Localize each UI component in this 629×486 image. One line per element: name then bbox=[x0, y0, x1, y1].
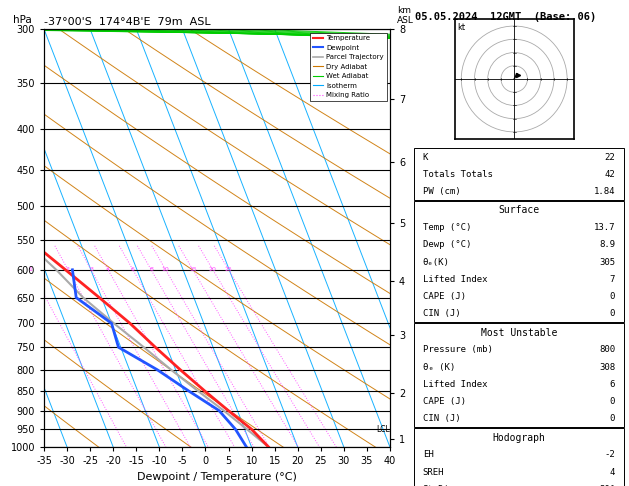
Text: SREH: SREH bbox=[423, 468, 444, 477]
Text: 0: 0 bbox=[610, 415, 615, 423]
X-axis label: Dewpoint / Temperature (°C): Dewpoint / Temperature (°C) bbox=[137, 472, 297, 482]
Text: Totals Totals: Totals Totals bbox=[423, 170, 493, 179]
Text: km
ASL: km ASL bbox=[397, 5, 414, 25]
Bar bbox=[414, 148, 624, 200]
Text: 8.9: 8.9 bbox=[599, 241, 615, 249]
Text: 05.05.2024  12GMT  (Base: 06): 05.05.2024 12GMT (Base: 06) bbox=[415, 12, 596, 22]
Text: 7: 7 bbox=[610, 275, 615, 284]
Text: 4: 4 bbox=[610, 468, 615, 477]
Text: hPa: hPa bbox=[13, 15, 31, 25]
Text: 6: 6 bbox=[610, 380, 615, 389]
Text: EH: EH bbox=[423, 450, 433, 459]
Text: -2: -2 bbox=[604, 450, 615, 459]
Text: 42: 42 bbox=[604, 170, 615, 179]
Text: 2: 2 bbox=[66, 267, 70, 272]
Bar bbox=[414, 201, 624, 322]
Text: Dewp (°C): Dewp (°C) bbox=[423, 241, 471, 249]
Text: 0: 0 bbox=[610, 292, 615, 301]
Text: 10: 10 bbox=[162, 267, 170, 272]
Text: kt: kt bbox=[457, 23, 465, 33]
Text: K: K bbox=[423, 153, 428, 162]
Text: PW (cm): PW (cm) bbox=[423, 187, 460, 196]
Text: CAPE (J): CAPE (J) bbox=[423, 397, 465, 406]
Bar bbox=[414, 428, 624, 486]
Text: 25: 25 bbox=[225, 267, 233, 272]
Text: 22: 22 bbox=[604, 153, 615, 162]
Text: 15: 15 bbox=[189, 267, 197, 272]
Text: Most Unstable: Most Unstable bbox=[481, 328, 557, 338]
Text: 308: 308 bbox=[599, 363, 615, 372]
Text: CIN (J): CIN (J) bbox=[423, 415, 460, 423]
Text: 13.7: 13.7 bbox=[594, 223, 615, 232]
Text: 30°: 30° bbox=[599, 485, 615, 486]
Text: StmDir: StmDir bbox=[423, 485, 455, 486]
Text: Temp (°C): Temp (°C) bbox=[423, 223, 471, 232]
Legend: Temperature, Dewpoint, Parcel Trajectory, Dry Adiabat, Wet Adiabat, Isotherm, Mi: Temperature, Dewpoint, Parcel Trajectory… bbox=[310, 33, 386, 101]
Text: 6: 6 bbox=[131, 267, 135, 272]
Text: Lifted Index: Lifted Index bbox=[423, 275, 487, 284]
Text: CAPE (J): CAPE (J) bbox=[423, 292, 465, 301]
Text: 0: 0 bbox=[610, 397, 615, 406]
Text: Hodograph: Hodograph bbox=[493, 433, 545, 443]
Text: 20: 20 bbox=[209, 267, 217, 272]
Text: Surface: Surface bbox=[498, 206, 540, 215]
Text: 3: 3 bbox=[89, 267, 93, 272]
Text: 8: 8 bbox=[149, 267, 153, 272]
Bar bbox=[414, 323, 624, 427]
Text: LCL: LCL bbox=[376, 425, 389, 434]
Text: θₑ(K): θₑ(K) bbox=[423, 258, 450, 267]
Text: CIN (J): CIN (J) bbox=[423, 310, 460, 318]
Text: Mixing Ratio (g/kg): Mixing Ratio (g/kg) bbox=[431, 198, 440, 278]
Text: 4: 4 bbox=[106, 267, 110, 272]
Text: θₑ (K): θₑ (K) bbox=[423, 363, 455, 372]
Text: 305: 305 bbox=[599, 258, 615, 267]
Text: 800: 800 bbox=[599, 346, 615, 354]
Text: Lifted Index: Lifted Index bbox=[423, 380, 487, 389]
Text: -37°00'S  174°4B'E  79m  ASL: -37°00'S 174°4B'E 79m ASL bbox=[44, 17, 211, 27]
Text: Pressure (mb): Pressure (mb) bbox=[423, 346, 493, 354]
Text: 0: 0 bbox=[610, 310, 615, 318]
Text: 1: 1 bbox=[29, 267, 33, 272]
Text: 1.84: 1.84 bbox=[594, 187, 615, 196]
